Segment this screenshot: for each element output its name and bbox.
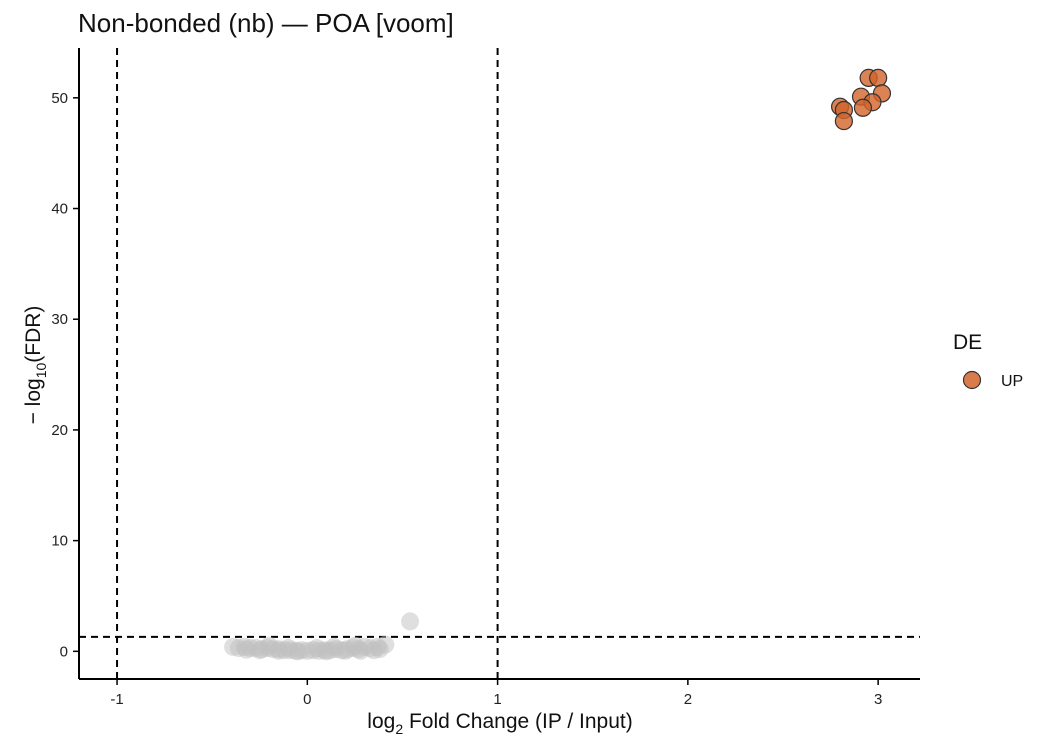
legend-label-up: UP: [1001, 373, 1023, 390]
x-tick-label-0: -1: [110, 691, 123, 708]
x-tick-label-3: 2: [684, 691, 692, 708]
x-tick-label-4: 3: [874, 691, 882, 708]
up-point-8: [834, 111, 853, 131]
data-points: [224, 68, 892, 661]
ns-point-37: [345, 636, 364, 655]
ns-point-39: [307, 639, 326, 658]
ns-point-36: [370, 640, 389, 659]
chart-title: Non-bonded (nb) — POA [voom]: [78, 8, 454, 38]
y-tick-label-1: 10: [51, 533, 68, 550]
legend-marker-up: [962, 370, 982, 390]
y-tick-label-3: 30: [51, 311, 68, 328]
x-tick-label-1: 0: [303, 691, 311, 708]
x-tick-label-2: 1: [493, 691, 501, 708]
ns-point-40: [279, 639, 298, 658]
up-point-5: [853, 98, 873, 117]
ns-point-35: [237, 640, 256, 659]
ns-point-41: [324, 637, 343, 656]
ns-point-38: [260, 636, 279, 655]
legend: DE UP: [953, 331, 1023, 390]
x-axis-title: log2 Fold Change (IP / Input): [367, 710, 632, 737]
y-axis-title: − log10(FDR): [22, 306, 49, 425]
y-axis-ticks: 0 10 20 30 40 50: [51, 90, 79, 660]
threshold-lines: [79, 48, 920, 679]
up-point-1: [869, 68, 888, 87]
y-tick-label-2: 20: [51, 422, 68, 439]
ns-point-0: [401, 612, 420, 631]
y-tick-label-4: 40: [51, 201, 68, 218]
y-tick-label-0: 0: [60, 643, 68, 660]
legend-title: DE: [953, 331, 982, 354]
x-axis-ticks: -1 0 1 2 3: [110, 679, 882, 708]
y-tick-label-5: 50: [51, 90, 68, 107]
